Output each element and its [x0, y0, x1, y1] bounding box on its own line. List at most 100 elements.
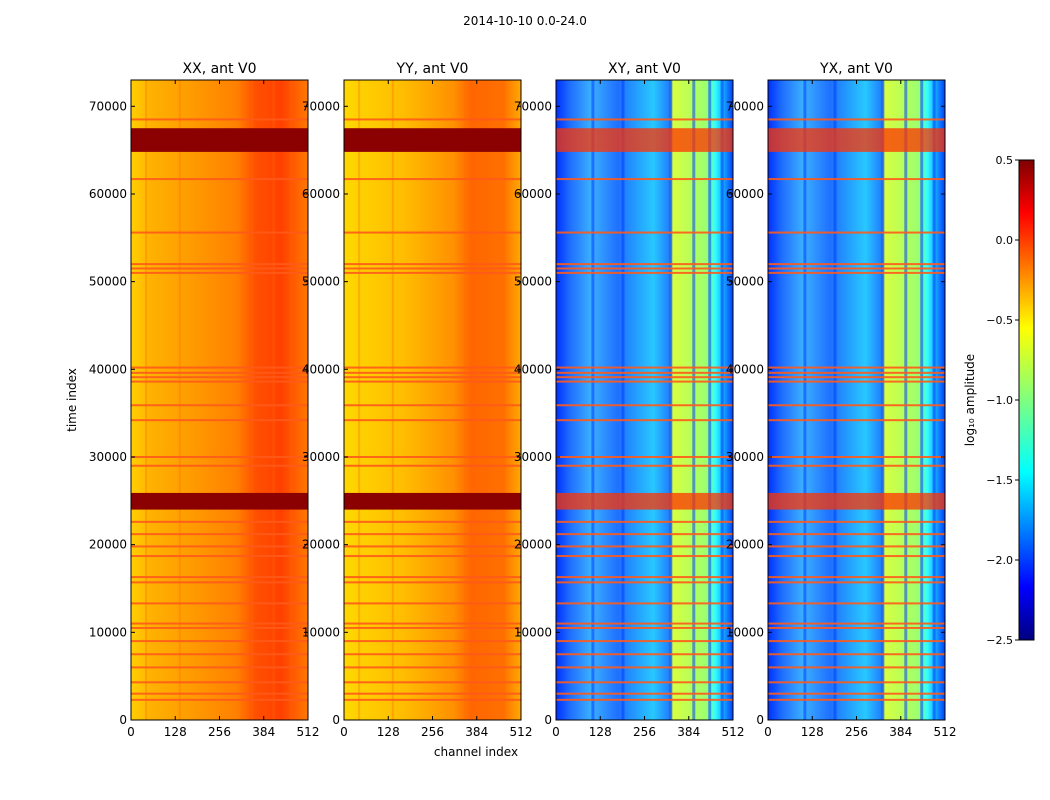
colorbar-tick-label: −2.0 — [986, 554, 1013, 567]
y-tick-label: 40000 — [89, 362, 127, 376]
flag-line — [131, 533, 308, 536]
flag-line — [131, 640, 308, 643]
flag-line — [768, 267, 945, 270]
y-tick-label: 60000 — [89, 187, 127, 201]
flag-line — [344, 404, 521, 407]
y-tick-label: 50000 — [726, 275, 764, 289]
flag-line — [768, 380, 945, 383]
channel-stripe — [290, 80, 293, 720]
y-tick-label: 60000 — [726, 187, 764, 201]
channel-stripe — [464, 80, 467, 720]
flag-line — [556, 231, 733, 234]
flag-line — [131, 653, 308, 656]
flag-line — [556, 622, 733, 625]
flag-line — [131, 118, 308, 121]
flag-line — [131, 366, 308, 369]
channel-stripe — [391, 80, 394, 720]
y-tick-label: 50000 — [514, 275, 552, 289]
x-tick-label: 256 — [633, 725, 656, 739]
flag-line — [131, 419, 308, 422]
y-tick-label: 0 — [332, 713, 340, 727]
flag-line — [556, 376, 733, 379]
flag-line — [344, 622, 521, 625]
flag-line — [556, 263, 733, 266]
flag-line — [131, 520, 308, 523]
flag-line — [768, 626, 945, 629]
y-tick-label: 0 — [544, 713, 552, 727]
flag-band — [131, 128, 308, 152]
x-tick-label: 0 — [552, 725, 560, 739]
y-tick-label: 10000 — [726, 625, 764, 639]
channel-stripe — [251, 80, 254, 720]
y-tick-label: 0 — [119, 713, 127, 727]
y-tick-label: 20000 — [514, 538, 552, 552]
colorbar: 0.5 0.0 −0.5 −1.0 −1.5 −2.0 −2.5 log₁₀ amplitud… — [963, 154, 1035, 647]
flag-line — [131, 576, 308, 579]
channel-stripe — [621, 80, 625, 720]
channel-stripe — [503, 80, 506, 720]
flag-line — [768, 581, 945, 584]
colorbar-tick-label: 0.5 — [996, 154, 1014, 167]
flag-line — [344, 455, 521, 458]
y-tick-label: 60000 — [302, 187, 340, 201]
x-tick-label: 512 — [297, 725, 320, 739]
heatmap-field — [556, 80, 733, 720]
flag-line — [131, 692, 308, 695]
flag-line — [344, 118, 521, 121]
y-tick-label: 20000 — [89, 538, 127, 552]
y-tick-label: 30000 — [89, 450, 127, 464]
flag-line — [556, 626, 733, 629]
flag-line — [344, 653, 521, 656]
flag-band — [556, 128, 733, 152]
flag-line — [556, 271, 733, 274]
channel-stripe — [692, 80, 696, 720]
flag-line — [768, 602, 945, 605]
flag-line — [131, 267, 308, 270]
x-tick-label: 256 — [845, 725, 868, 739]
flag-line — [344, 231, 521, 234]
flag-line — [344, 271, 521, 274]
flag-line — [344, 464, 521, 467]
y-tick-label: 30000 — [514, 450, 552, 464]
flag-band — [556, 492, 733, 510]
flag-line — [344, 376, 521, 379]
x-tick-label: 128 — [801, 725, 824, 739]
flag-line — [131, 626, 308, 629]
flag-line — [344, 581, 521, 584]
flag-line — [768, 640, 945, 643]
colorbar-label: log₁₀ amplitude — [963, 354, 977, 446]
flag-line — [768, 666, 945, 669]
channel-stripe — [485, 80, 488, 720]
flag-line — [556, 404, 733, 407]
heatmap-panel: XX, ant V0 0 128 256 384 512 0 10000 20000 30000 4… — [89, 61, 320, 739]
flag-line — [131, 455, 308, 458]
flag-line — [556, 698, 733, 701]
flag-line — [131, 263, 308, 266]
flag-line — [131, 404, 308, 407]
channel-stripe — [904, 80, 908, 720]
flag-line — [131, 376, 308, 379]
flag-line — [556, 581, 733, 584]
y-tick-label: 40000 — [726, 362, 764, 376]
flag-line — [131, 681, 308, 684]
flag-line — [768, 419, 945, 422]
x-tick-label: 128 — [589, 725, 612, 739]
y-tick-label: 20000 — [302, 538, 340, 552]
flag-line — [344, 533, 521, 536]
heatmap-field — [344, 80, 521, 720]
y-tick-label: 10000 — [514, 625, 552, 639]
y-tick-label: 50000 — [89, 275, 127, 289]
flag-band — [768, 492, 945, 510]
flag-line — [768, 366, 945, 369]
flag-line — [344, 666, 521, 669]
flag-line — [344, 602, 521, 605]
flag-line — [344, 178, 521, 181]
flag-line — [344, 371, 521, 374]
flag-line — [556, 178, 733, 181]
x-tick-label: 256 — [421, 725, 444, 739]
flag-line — [768, 692, 945, 695]
y-tick-label: 70000 — [726, 99, 764, 113]
flag-line — [556, 602, 733, 605]
flag-line — [131, 178, 308, 181]
channel-stripe — [833, 80, 837, 720]
